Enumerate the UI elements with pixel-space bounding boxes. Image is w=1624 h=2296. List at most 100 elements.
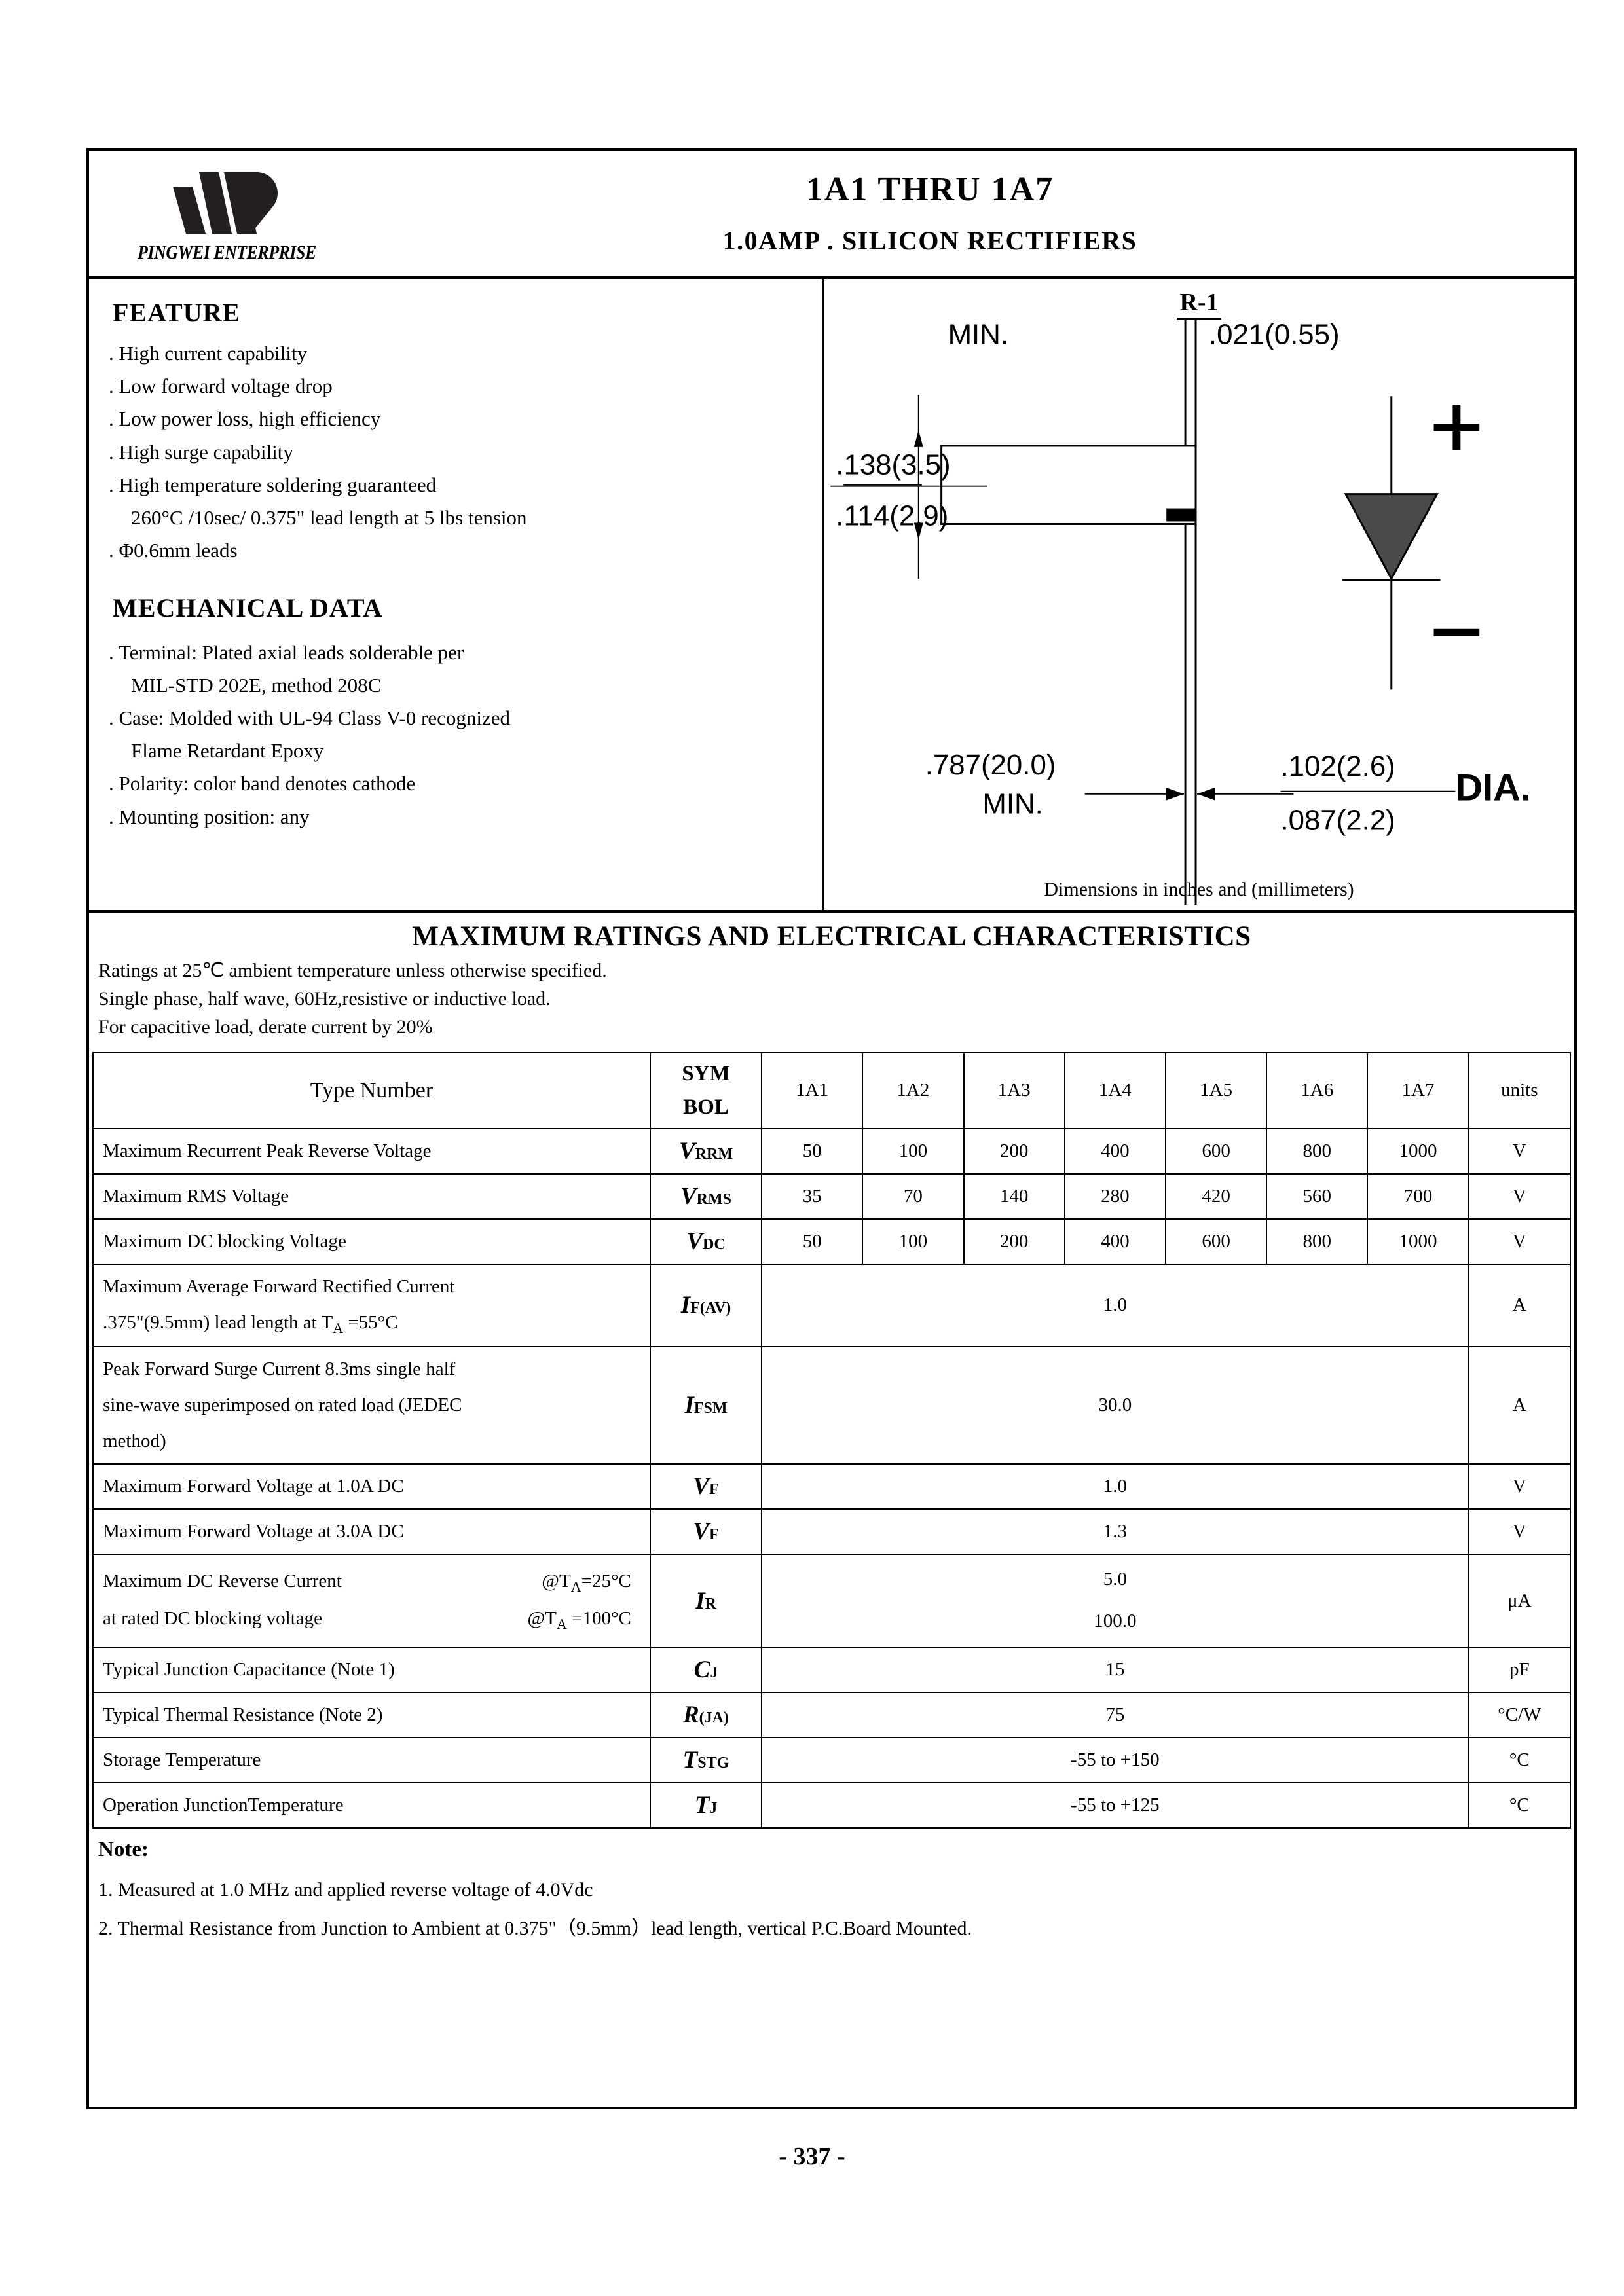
page-number: - 337 - xyxy=(779,2143,845,2170)
ratings-section: MAXIMUM RATINGS AND ELECTRICAL CHARACTER… xyxy=(89,913,1574,1948)
desc-line: sine-wave superimposed on rated load (JE… xyxy=(103,1394,462,1415)
column-header-1a2: 1A2 xyxy=(862,1051,965,1129)
row-symbol: R(JA) xyxy=(649,1691,763,1739)
desc-line: Peak Forward Surge Current 8.3ms single … xyxy=(103,1358,456,1379)
cell-value-span: -55 to +125 xyxy=(761,1782,1469,1829)
feature-heading: FEATURE xyxy=(113,298,241,327)
list-item: . High temperature soldering guaranteed xyxy=(109,473,437,496)
document-header: PINGWEI ENTERPRISE 1A1 THRU 1A7 1.0AMP .… xyxy=(89,151,1574,279)
table-row: Typical Thermal Resistance (Note 2) R(JA… xyxy=(92,1691,1572,1739)
column-header-1a7: 1A7 xyxy=(1367,1051,1469,1129)
row-symbol: IFSM xyxy=(649,1345,763,1465)
cell-value: 800 xyxy=(1266,1218,1369,1266)
cell-units: A xyxy=(1467,1264,1572,1347)
page-subtitle: 1.0AMP . SILICON RECTIFIERS xyxy=(722,226,1137,256)
cell-value: 35 xyxy=(761,1173,864,1220)
cell-value: 70 xyxy=(862,1173,965,1220)
row-symbol: VF xyxy=(649,1463,763,1510)
cell-value: 800 xyxy=(1266,1127,1369,1175)
row-description: Operation JunctionTemperature xyxy=(92,1782,651,1829)
column-header-type: Type Number xyxy=(92,1051,651,1129)
desc-line: at rated DC blocking voltage @TA =100°C xyxy=(103,1608,631,1632)
page-title: 1A1 THRU 1A7 xyxy=(805,170,1054,208)
list-item: . Low power loss, high efficiency xyxy=(109,407,381,431)
row-description: Peak Forward Surge Current 8.3ms single … xyxy=(92,1345,651,1465)
cell-value: 560 xyxy=(1266,1173,1369,1220)
row-description: Maximum Forward Voltage at 1.0A DC xyxy=(92,1463,651,1510)
brand-block: PINGWEI ENTERPRISE xyxy=(89,151,364,276)
cell-value-span: 75 xyxy=(761,1691,1469,1739)
row-description: Maximum Recurrent Peak Reverse Voltage xyxy=(92,1127,651,1175)
table-row: Maximum DC Reverse Current @TA=25°C at r… xyxy=(92,1554,1572,1648)
row-description: Maximum RMS Voltage xyxy=(92,1173,651,1220)
dim-lead-length-text: .787(20.0) xyxy=(925,749,1056,781)
column-header-units: units xyxy=(1467,1051,1572,1129)
note-item: 2. Thermal Resistance from Junction to A… xyxy=(98,1917,972,1939)
cell-value: 100 xyxy=(862,1127,965,1175)
table-row: Maximum Forward Voltage at 3.0A DC VF 1.… xyxy=(92,1508,1572,1556)
cell-units: V xyxy=(1467,1508,1572,1556)
notes-heading: Note: xyxy=(98,1838,149,1862)
mechanical-heading: MECHANICAL DATA xyxy=(113,592,383,623)
cell-units: V xyxy=(1467,1218,1572,1266)
table-row: Storage Temperature TSTG -55 to +150 °C xyxy=(92,1737,1572,1784)
column-header-1a6: 1A6 xyxy=(1266,1051,1369,1129)
cell-units: V xyxy=(1467,1463,1572,1510)
cell-value: 50 xyxy=(761,1218,864,1266)
feature-and-drawing: FEATURE . High current capability . Low … xyxy=(89,279,1574,913)
feature-column: FEATURE . High current capability . Low … xyxy=(89,279,824,910)
list-item: . Low forward voltage drop xyxy=(109,374,333,398)
cell-value: 420 xyxy=(1164,1173,1268,1220)
package-outline-svg: .138(3.5) .114(2.9) MIN. .021(0.55) .787… xyxy=(830,318,1531,905)
table-row: Operation JunctionTemperature TJ -55 to … xyxy=(92,1782,1572,1829)
symbol-header-line1: SYM xyxy=(682,1061,730,1085)
mechanical-list: . Terminal: Plated axial leads solderabl… xyxy=(109,636,822,833)
characteristics-table: Type Number SYM BOL 1A1 1A2 1A3 1A4 1A5 xyxy=(92,1051,1572,1829)
cell-value: 200 xyxy=(963,1218,1065,1266)
condition-line: Single phase, half wave, 60Hz,resistive … xyxy=(98,988,551,1010)
row-description: Typical Thermal Resistance (Note 2) xyxy=(92,1691,651,1739)
dimensions-caption: Dimensions in inches and (millimeters) xyxy=(1044,879,1354,900)
dim-dia-top-text: .102(2.6) xyxy=(1280,750,1395,782)
cell-value: 400 xyxy=(1063,1127,1166,1175)
condition-line: For capacitive load, derate current by 2… xyxy=(98,1016,433,1038)
desc-line: .375"(9.5mm) lead length at TA =55°C xyxy=(103,1312,398,1337)
column-header-1a5: 1A5 xyxy=(1164,1051,1268,1129)
page-frame: PINGWEI ENTERPRISE 1A1 THRU 1A7 1.0AMP .… xyxy=(86,148,1577,2109)
cell-value: 50 xyxy=(761,1127,864,1175)
row-symbol: IR xyxy=(649,1554,763,1648)
list-item: . Terminal: Plated axial leads solderabl… xyxy=(109,640,464,664)
cell-value: 100 xyxy=(862,1218,965,1266)
note-item: 1. Measured at 1.0 MHz and applied rever… xyxy=(98,1879,593,1901)
table-row: Maximum Forward Voltage at 1.0A DC VF 1.… xyxy=(92,1463,1572,1510)
cell-value-span: 15 xyxy=(761,1646,1469,1693)
desc-line: Maximum DC Reverse Current @TA=25°C xyxy=(103,1571,631,1595)
cell-units: °C xyxy=(1467,1737,1572,1784)
package-label: R-1 xyxy=(824,288,1574,320)
row-symbol: VF xyxy=(649,1508,763,1556)
dim-body-top-text: .138(3.5) xyxy=(836,449,950,481)
list-item: . Case: Molded with UL-94 Class V-0 reco… xyxy=(109,706,511,729)
drawing-column: R-1 xyxy=(824,279,1574,910)
desc-line: method) xyxy=(103,1430,166,1451)
feature-list: . High current capability . Low forward … xyxy=(109,337,822,568)
list-item: Flame Retardant Epoxy xyxy=(131,739,324,763)
table-header-row: Type Number SYM BOL 1A1 1A2 1A3 1A4 1A5 xyxy=(92,1051,1572,1129)
list-item: 260°C /10sec/ 0.375" lead length at 5 lb… xyxy=(131,506,527,530)
condition-line: Ratings at 25℃ ambient temperature unles… xyxy=(98,960,607,981)
row-description: Storage Temperature xyxy=(92,1737,651,1784)
list-item: MIL-STD 202E, method 208C xyxy=(131,673,382,697)
table-row: Maximum Recurrent Peak Reverse Voltage V… xyxy=(92,1127,1572,1175)
column-header-1a3: 1A3 xyxy=(963,1051,1065,1129)
cell-value: 200 xyxy=(963,1127,1065,1175)
dia-label-text: DIA. xyxy=(1455,767,1531,809)
list-item: . High current capability xyxy=(109,342,308,365)
desc-line: Maximum Average Forward Rectified Curren… xyxy=(103,1276,455,1298)
row-description: Maximum DC Reverse Current @TA=25°C at r… xyxy=(92,1554,651,1648)
cell-value: 400 xyxy=(1063,1218,1166,1266)
row-description: Maximum DC blocking Voltage xyxy=(92,1218,651,1266)
dim-lead-top-text: .021(0.55) xyxy=(1209,319,1340,351)
company-name: PINGWEI ENTERPRISE xyxy=(137,242,316,263)
cell-value: 1000 xyxy=(1367,1218,1469,1266)
